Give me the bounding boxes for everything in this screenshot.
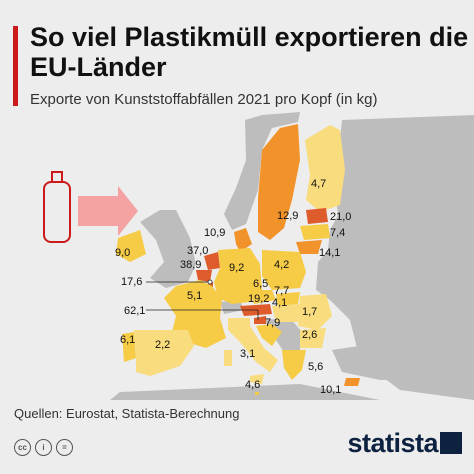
country-cyprus [344,378,360,386]
label-belgium: 38,9 [180,259,201,271]
title-accent-bar [13,26,18,106]
label-cyprus: 10,1 [320,384,341,396]
country-sicily [250,374,264,384]
label-poland: 4,2 [274,259,289,271]
label-romania: 1,7 [302,306,317,318]
label-netherlands: 37,0 [187,245,208,257]
norway [224,112,300,230]
label-czechia: 6,5 [253,278,268,290]
country-sardinia [224,350,232,366]
country-bulgaria [300,328,326,348]
country-belgium [196,270,212,282]
label-lithuania: 14,1 [319,247,340,259]
label-latvia: 7,4 [330,227,345,239]
label-estonia: 21,0 [330,211,351,223]
sources-note: Quellen: Eurostat, Statista-Berechnung [14,406,240,421]
uk [140,210,196,288]
cc-icon[interactable]: cc [14,439,31,456]
country-portugal [122,332,136,362]
country-slovakia [276,292,300,306]
export-arrow-icon [43,171,138,243]
label-germany: 9,2 [229,262,244,274]
label-sweden: 12,9 [277,210,298,222]
country-netherlands [204,252,220,270]
by-icon[interactable]: i [35,439,52,456]
europe-map: 4,7 12,9 21,0 7,4 14,1 10,9 9,0 37,0 38,… [43,112,474,400]
label-hungary: 4,1 [272,297,287,309]
statista-logo[interactable]: statista [347,428,438,458]
label-slovakia: 7,7 [274,285,289,297]
label-croatia: 7,9 [265,317,280,329]
country-ireland [116,230,146,262]
label-denmark: 10,9 [204,227,225,239]
switzerland [220,300,244,314]
statista-logo-icon [440,432,462,454]
non-eu-land [110,112,474,400]
turkey [332,340,440,380]
label-ireland: 9,0 [115,247,130,259]
page-subtitle: Exporte von Kunststoffabfällen 2021 pro … [30,91,378,108]
eu-countries [116,124,360,395]
north-africa [110,384,380,400]
russia-belarus-ukraine [316,115,474,400]
country-denmark [234,228,252,252]
country-greece [282,350,306,380]
label-spain: 2,2 [155,339,170,351]
page-title: So viel Plastikmüll exportieren die EU-L… [30,22,469,82]
country-croatia [256,324,282,346]
country-hungary [272,304,300,322]
country-spain [134,330,194,376]
label-france: 5,1 [187,290,202,302]
label-malta: 4,6 [245,379,260,391]
country-italy [228,318,278,372]
label-portugal: 6,1 [120,334,135,346]
label-bulgaria: 2,6 [302,329,317,341]
plastic-bottle-icon [43,181,71,243]
label-finland: 4,7 [311,178,326,190]
country-estonia [306,208,328,224]
country-sweden [258,124,300,240]
license-icons: cc i = [14,439,73,456]
country-malta [255,392,259,395]
label-slovenia: 62,1 [124,305,145,317]
country-latvia [300,224,330,240]
label-austria: 19,2 [248,293,269,305]
value-labels: 4,7 12,9 21,0 7,4 14,1 10,9 9,0 37,0 38,… [115,178,351,396]
nd-icon[interactable]: = [56,439,73,456]
label-luxembourg: 17,6 [121,276,142,288]
country-czechia [250,290,276,304]
country-lithuania [296,240,322,254]
country-romania [298,294,332,330]
country-poland [262,250,306,290]
country-slovenia [254,316,266,324]
leader-lines [146,279,259,320]
label-italy: 3,1 [240,348,255,360]
country-finland [305,125,345,212]
label-greece: 5,6 [308,361,323,373]
